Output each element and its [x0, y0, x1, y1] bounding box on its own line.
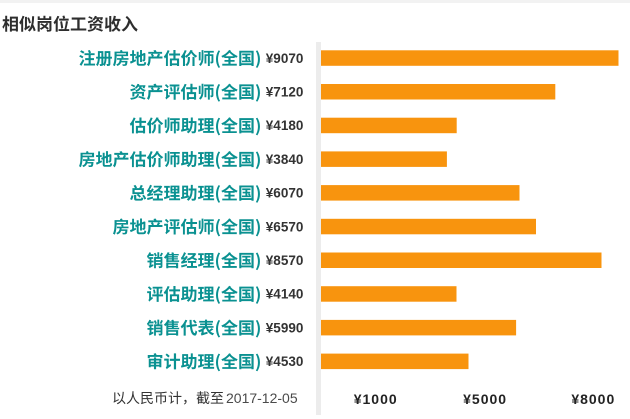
svg-text:¥3840: ¥3840: [266, 152, 304, 167]
svg-text:¥6570: ¥6570: [266, 219, 304, 234]
svg-text:¥9070: ¥9070: [266, 51, 304, 66]
svg-text:¥7120: ¥7120: [266, 84, 304, 99]
svg-text:¥8570: ¥8570: [266, 253, 304, 268]
svg-text:¥1000: ¥1000: [354, 391, 398, 407]
svg-text:¥4140: ¥4140: [266, 287, 304, 302]
svg-text:¥5990: ¥5990: [266, 320, 304, 335]
svg-text:¥4180: ¥4180: [266, 118, 304, 133]
svg-text:¥6070: ¥6070: [266, 186, 304, 201]
svg-text:2017-12-05: 2017-12-05: [226, 390, 298, 406]
svg-text:¥8000: ¥8000: [571, 391, 615, 407]
svg-text:¥4530: ¥4530: [266, 354, 304, 369]
svg-text:¥5000: ¥5000: [463, 391, 507, 407]
